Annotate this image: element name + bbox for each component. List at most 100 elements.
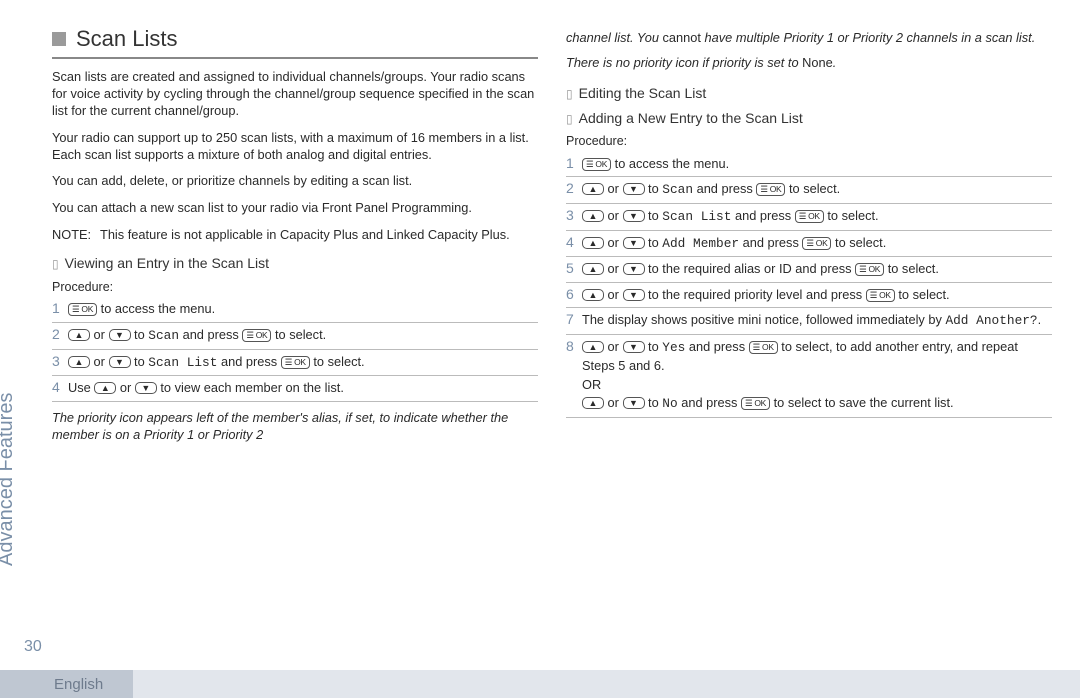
down-arrow-icon: ▼ (135, 382, 157, 394)
step-body: ▲ or ▼ to Add Member and press ☰ OK to s… (582, 234, 1052, 254)
ok-button-icon: ☰ OK (68, 303, 97, 316)
step: 8 ▲ or ▼ to Yes and press ☰ OK to select… (566, 335, 1052, 418)
doc-icon: ▯ (52, 257, 59, 273)
step-body: ☰ OK to access the menu. (582, 155, 1052, 174)
down-arrow-icon: ▼ (109, 356, 131, 368)
step: 2 ▲ or ▼ to Scan and press ☰ OK to selec… (566, 177, 1052, 204)
down-arrow-icon: ▼ (623, 210, 645, 222)
subheading: ▯ Viewing an Entry in the Scan List (52, 254, 538, 273)
up-arrow-icon: ▲ (582, 397, 604, 409)
step-body: Use ▲ or ▼ to view each member on the li… (68, 379, 538, 398)
step: 2 ▲ or ▼ to Scan and press ☰ OK to selec… (52, 323, 538, 350)
step-number: 1 (566, 155, 582, 172)
italic-note: There is no priority icon if priority is… (566, 55, 1052, 72)
step-number: 1 (52, 300, 68, 317)
subheading-text: Adding a New Entry to the Scan List (579, 109, 803, 127)
subheading: ▯ Adding a New Entry to the Scan List (566, 109, 1052, 128)
step-number: 2 (52, 326, 68, 343)
step-body: ▲ or ▼ to Scan List and press ☰ OK to se… (68, 353, 538, 373)
ok-button-icon: ☰ OK (855, 263, 884, 276)
paragraph: You can attach a new scan list to your r… (52, 200, 538, 217)
italic-note: The priority icon appears left of the me… (52, 410, 538, 444)
note: NOTE: This feature is not applicable in … (52, 227, 538, 244)
up-arrow-icon: ▲ (582, 289, 604, 301)
subheading-text: Viewing an Entry in the Scan List (65, 254, 269, 272)
up-arrow-icon: ▲ (582, 341, 604, 353)
step-body: ▲ or ▼ to Scan and press ☰ OK to select. (582, 180, 1052, 200)
subheading: ▯ Editing the Scan List (566, 84, 1052, 103)
down-arrow-icon: ▼ (109, 329, 131, 341)
language-tab: English (0, 670, 133, 698)
step: 1 ☰ OK to access the menu. (52, 297, 538, 323)
ok-button-icon: ☰ OK (242, 329, 271, 342)
step-number: 2 (566, 180, 582, 197)
right-column: channel list. You cannot have multiple P… (566, 20, 1052, 660)
step-body: ▲ or ▼ to Scan and press ☰ OK to select. (68, 326, 538, 346)
down-arrow-icon: ▼ (623, 289, 645, 301)
up-arrow-icon: ▲ (68, 329, 90, 341)
paragraph: You can add, delete, or prioritize chann… (52, 173, 538, 190)
step: 6 ▲ or ▼ to the required priority level … (566, 283, 1052, 309)
step-number: 3 (52, 353, 68, 370)
paragraph: Scan lists are created and assigned to i… (52, 69, 538, 120)
ok-button-icon: ☰ OK (795, 210, 824, 223)
footer-bar (133, 670, 1080, 698)
section-label: Advanced Features (0, 393, 18, 566)
step-number: 6 (566, 286, 582, 303)
up-arrow-icon: ▲ (582, 183, 604, 195)
note-label: NOTE: (52, 227, 100, 244)
step: 3 ▲ or ▼ to Scan List and press ☰ OK to … (566, 204, 1052, 231)
sidebar: Advanced Features (0, 0, 48, 640)
ok-button-icon: ☰ OK (582, 158, 611, 171)
down-arrow-icon: ▼ (623, 183, 645, 195)
ok-button-icon: ☰ OK (749, 341, 778, 354)
ok-button-icon: ☰ OK (741, 397, 770, 410)
title-text: Scan Lists (76, 24, 178, 53)
page-number: 30 (24, 638, 42, 656)
step-body: ▲ or ▼ to the required alias or ID and p… (582, 260, 1052, 279)
step: 7 The display shows positive mini notice… (566, 308, 1052, 335)
italic-note: channel list. You cannot have multiple P… (566, 30, 1052, 47)
step-number: 5 (566, 260, 582, 277)
step-body: ▲ or ▼ to Yes and press ☰ OK to select, … (582, 338, 1052, 414)
up-arrow-icon: ▲ (68, 356, 90, 368)
step-body: The display shows positive mini notice, … (582, 311, 1052, 331)
step-number: 4 (566, 234, 582, 251)
up-arrow-icon: ▲ (582, 210, 604, 222)
doc-icon: ▯ (566, 87, 573, 103)
step-body: ▲ or ▼ to the required priority level an… (582, 286, 1052, 305)
doc-icon: ▯ (566, 112, 573, 128)
step: 1 ☰ OK to access the menu. (566, 152, 1052, 178)
step: 5 ▲ or ▼ to the required alias or ID and… (566, 257, 1052, 283)
up-arrow-icon: ▲ (582, 263, 604, 275)
ok-button-icon: ☰ OK (802, 237, 831, 250)
down-arrow-icon: ▼ (623, 397, 645, 409)
paragraph: Your radio can support up to 250 scan li… (52, 130, 538, 164)
step-number: 3 (566, 207, 582, 224)
or-label: OR (582, 377, 601, 392)
down-arrow-icon: ▼ (623, 237, 645, 249)
footer: English (0, 670, 1080, 698)
up-arrow-icon: ▲ (94, 382, 116, 394)
page-content: Scan Lists Scan lists are created and as… (52, 20, 1052, 660)
step: 4 ▲ or ▼ to Add Member and press ☰ OK to… (566, 231, 1052, 258)
ok-button-icon: ☰ OK (756, 183, 785, 196)
section-title: Scan Lists (52, 24, 538, 59)
step-body: ☰ OK to access the menu. (68, 300, 538, 319)
step-number: 7 (566, 311, 582, 328)
step: 4 Use ▲ or ▼ to view each member on the … (52, 376, 538, 402)
ok-button-icon: ☰ OK (866, 289, 895, 302)
down-arrow-icon: ▼ (623, 341, 645, 353)
procedure-label: Procedure: (52, 279, 538, 296)
step-number: 4 (52, 379, 68, 396)
note-text: This feature is not applicable in Capaci… (100, 227, 510, 244)
left-column: Scan Lists Scan lists are created and as… (52, 20, 538, 660)
ok-button-icon: ☰ OK (281, 356, 310, 369)
down-arrow-icon: ▼ (623, 263, 645, 275)
subheading-text: Editing the Scan List (579, 84, 707, 102)
step: 3 ▲ or ▼ to Scan List and press ☰ OK to … (52, 350, 538, 377)
procedure-label: Procedure: (566, 133, 1052, 150)
step-number: 8 (566, 338, 582, 355)
step-body: ▲ or ▼ to Scan List and press ☰ OK to se… (582, 207, 1052, 227)
up-arrow-icon: ▲ (582, 237, 604, 249)
